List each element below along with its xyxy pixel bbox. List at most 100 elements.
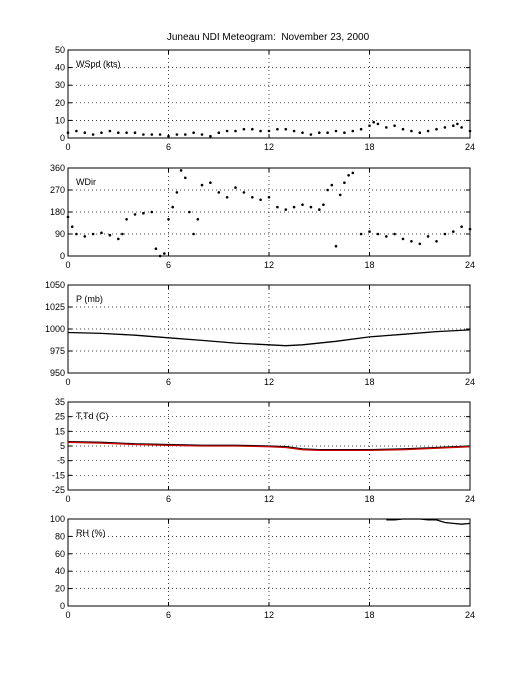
data-point-wspd bbox=[301, 131, 304, 134]
x-tick-label: 6 bbox=[166, 610, 171, 620]
y-tick-label: -15 bbox=[52, 470, 65, 480]
data-point-wspd bbox=[66, 131, 70, 134]
panel-label: WDir bbox=[76, 177, 96, 187]
data-point-wspd bbox=[133, 131, 137, 134]
x-tick-label: 6 bbox=[166, 377, 171, 387]
data-point-wspd bbox=[452, 124, 455, 127]
page-title: Juneau NDI Meteogram: November 23, 2000 bbox=[166, 32, 370, 43]
data-point-wdir bbox=[426, 235, 430, 238]
data-point-wspd bbox=[393, 124, 396, 127]
data-point-wdir bbox=[163, 252, 166, 255]
y-tick-label: 1050 bbox=[45, 280, 65, 290]
y-tick-label: 40 bbox=[55, 566, 65, 576]
data-point-wdir bbox=[460, 225, 463, 228]
data-point-wspd bbox=[175, 133, 179, 136]
x-tick-label: 24 bbox=[465, 260, 475, 270]
data-point-wdir bbox=[326, 188, 329, 192]
panel-label: T,Td (C) bbox=[76, 411, 109, 421]
y-tick-label: 0 bbox=[60, 251, 65, 261]
data-point-wdir bbox=[91, 232, 95, 236]
data-point-wdir bbox=[158, 254, 162, 258]
x-tick-label: 18 bbox=[364, 494, 374, 504]
data-point-wdir bbox=[343, 181, 346, 184]
data-point-wdir bbox=[196, 218, 200, 221]
panel-rh: 0 6 12 18 24 0 20 40 60 80 100 RH (%) bbox=[50, 514, 475, 620]
panel-temperature: 0 6 12 18 24 -25 -15 -5 5 15 25 35 T,Td (C) bbox=[52, 397, 475, 504]
y-tick-label: 180 bbox=[50, 207, 65, 217]
y-tick-label: 950 bbox=[50, 368, 65, 378]
y-tick-label: 50 bbox=[55, 45, 65, 55]
data-point-wspd bbox=[435, 127, 438, 131]
x-tick-label: 18 bbox=[364, 260, 374, 270]
y-tick-label: -25 bbox=[52, 485, 65, 495]
x-tick-label: 6 bbox=[166, 142, 171, 152]
data-point-wdir bbox=[338, 193, 342, 197]
data-point-wdir bbox=[188, 210, 191, 214]
data-point-wspd bbox=[385, 126, 388, 129]
data-point-wdir bbox=[234, 186, 237, 189]
data-point-wdir bbox=[83, 235, 87, 238]
data-point-wspd bbox=[443, 126, 447, 129]
data-point-wspd bbox=[100, 131, 103, 134]
data-point-wspd bbox=[309, 133, 313, 136]
data-point-wspd bbox=[418, 131, 422, 134]
data-point-wdir bbox=[66, 215, 70, 219]
y-tick-label: 30 bbox=[55, 80, 65, 90]
data-point-wspd bbox=[351, 129, 355, 133]
data-point-wdir bbox=[368, 230, 371, 233]
data-point-wdir bbox=[292, 205, 296, 209]
panel-label: P (mb) bbox=[76, 294, 103, 304]
y-tick-label: 10 bbox=[55, 115, 65, 125]
data-point-wdir bbox=[301, 203, 304, 206]
data-point-wdir bbox=[117, 237, 120, 241]
x-tick-label: 0 bbox=[65, 377, 70, 387]
data-point-wdir bbox=[200, 183, 204, 187]
panel-label: WSpd (kts) bbox=[76, 59, 121, 69]
x-tick-label: 18 bbox=[364, 377, 374, 387]
x-tick-label: 24 bbox=[465, 494, 475, 504]
x-tick-label: 18 bbox=[364, 610, 374, 620]
data-point-wdir bbox=[359, 232, 363, 236]
x-tick-label: 24 bbox=[465, 610, 475, 620]
data-point-wdir bbox=[154, 247, 158, 250]
panel-wdir: 0 6 12 18 24 0 90 180 270 360 WDir bbox=[50, 163, 475, 270]
data-point-wdir bbox=[251, 196, 254, 199]
data-point-wdir bbox=[192, 232, 195, 236]
data-point-wdir bbox=[133, 213, 137, 216]
data-point-wdir bbox=[330, 183, 334, 187]
x-tick-label: 12 bbox=[264, 142, 274, 152]
data-point-wspd bbox=[242, 127, 246, 131]
data-point-wdir bbox=[347, 174, 350, 177]
data-point-wspd bbox=[91, 133, 95, 136]
data-point-wdir bbox=[108, 233, 112, 237]
data-point-wspd bbox=[184, 133, 187, 136]
data-point-wspd bbox=[267, 129, 271, 133]
data-point-wdir bbox=[401, 237, 405, 241]
data-point-wdir bbox=[121, 232, 124, 236]
x-tick-label: 0 bbox=[65, 142, 70, 152]
x-tick-label: 12 bbox=[264, 610, 274, 620]
data-point-wdir bbox=[171, 205, 174, 209]
data-point-wdir bbox=[318, 208, 321, 211]
data-point-wspd bbox=[318, 131, 321, 134]
data-point-wdir bbox=[217, 191, 221, 194]
data-point-wdir bbox=[242, 191, 246, 194]
y-tick-label: 360 bbox=[50, 163, 65, 173]
data-point-wdir bbox=[393, 232, 396, 236]
data-point-wspd bbox=[468, 129, 472, 133]
data-point-wdir bbox=[75, 232, 78, 236]
data-point-wdir bbox=[284, 208, 288, 211]
panel-pressure: 0 6 12 18 24 950 975 1000 1025 1050 P (mb) bbox=[45, 280, 475, 387]
data-point-wspd bbox=[376, 122, 380, 126]
y-tick-label: 1000 bbox=[45, 324, 65, 334]
data-point-wspd bbox=[200, 133, 204, 136]
panel-wspd: 0 6 12 18 24 0 10 20 30 40 50 WSpd (kts) bbox=[55, 45, 475, 152]
y-tick-label: 20 bbox=[55, 584, 65, 594]
x-tick-label: 0 bbox=[65, 494, 70, 504]
x-tick-label: 24 bbox=[465, 142, 475, 152]
data-point-wdir bbox=[209, 181, 212, 184]
y-tick-label: 35 bbox=[55, 397, 65, 407]
data-point-wdir bbox=[435, 240, 438, 243]
data-point-wspd bbox=[225, 129, 229, 133]
data-point-wspd bbox=[158, 133, 162, 136]
